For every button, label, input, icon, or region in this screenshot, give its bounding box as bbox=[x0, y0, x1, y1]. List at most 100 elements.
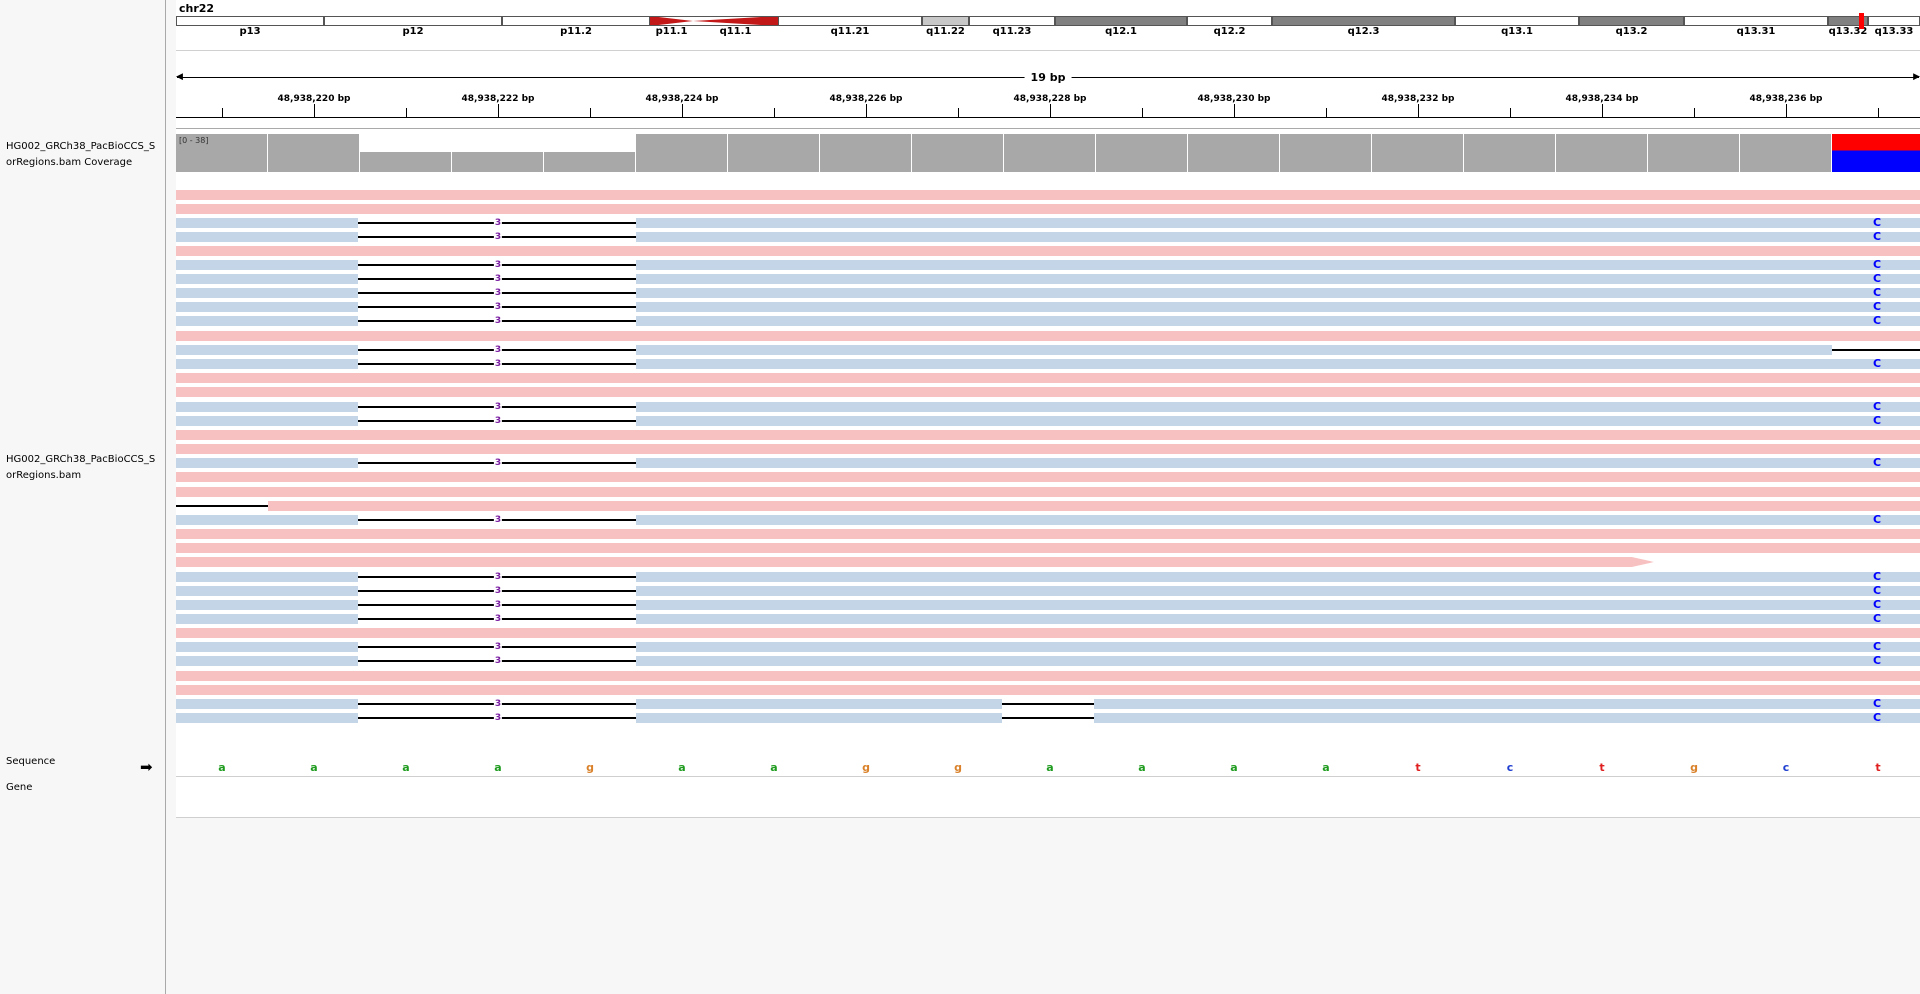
coverage-track-name-line2[interactable]: orRegions.bam Coverage bbox=[6, 157, 133, 168]
ideogram-band-q11.1[interactable] bbox=[693, 16, 778, 26]
reverse-read[interactable] bbox=[636, 274, 1920, 284]
reverse-read[interactable] bbox=[636, 642, 1920, 652]
reverse-read[interactable] bbox=[176, 302, 358, 312]
coverage-bar[interactable] bbox=[1740, 134, 1831, 172]
coverage-mismatch-bar[interactable] bbox=[1832, 134, 1920, 172]
reverse-read[interactable] bbox=[176, 656, 358, 666]
reverse-read[interactable] bbox=[176, 572, 358, 582]
reverse-read[interactable] bbox=[176, 458, 358, 468]
ruler[interactable]: ◀ ▶ 19 bp 48,938,220 bp 48,938,222 bp 48,9… bbox=[176, 60, 1920, 130]
reverse-read[interactable] bbox=[636, 232, 1920, 242]
reverse-read[interactable] bbox=[636, 359, 1920, 369]
reverse-read[interactable] bbox=[636, 302, 1920, 312]
reverse-read[interactable] bbox=[176, 586, 358, 596]
sequence-track-name[interactable]: Sequence bbox=[6, 756, 56, 767]
forward-read[interactable] bbox=[176, 373, 1920, 383]
reverse-read[interactable] bbox=[636, 416, 1920, 426]
reverse-read[interactable] bbox=[176, 699, 358, 709]
data-panel[interactable]: chr22 p13 p12 p11.2 p11.1 q11.1 q11.21 q11.22 q… bbox=[176, 0, 1920, 994]
reverse-read[interactable] bbox=[636, 316, 1920, 326]
reverse-read[interactable] bbox=[176, 274, 358, 284]
reverse-read[interactable] bbox=[176, 416, 358, 426]
coverage-bar[interactable] bbox=[452, 152, 543, 172]
forward-read[interactable] bbox=[176, 557, 1654, 567]
forward-read[interactable] bbox=[176, 387, 1920, 397]
reverse-read[interactable] bbox=[176, 515, 358, 525]
chromosome-label[interactable]: chr22 bbox=[179, 2, 215, 15]
coverage-track-name-line1[interactable]: HG002_GRCh38_PacBioCCS_S bbox=[6, 141, 156, 152]
forward-read[interactable] bbox=[268, 501, 1920, 511]
forward-read[interactable] bbox=[176, 685, 1920, 695]
sequence-strand-arrow-icon[interactable]: ➡ bbox=[140, 758, 153, 776]
reverse-read[interactable] bbox=[176, 260, 358, 270]
coverage-bar[interactable] bbox=[728, 134, 819, 172]
alignment-track-name-line2[interactable]: orRegions.bam bbox=[6, 470, 82, 481]
reverse-read[interactable] bbox=[176, 316, 358, 326]
reverse-read[interactable] bbox=[176, 713, 358, 723]
reverse-read[interactable] bbox=[176, 232, 358, 242]
reverse-read[interactable] bbox=[636, 458, 1920, 468]
ruler-tick-label: 48,938,236 bp bbox=[1749, 94, 1823, 104]
forward-read[interactable] bbox=[176, 246, 1920, 256]
coverage-bar[interactable] bbox=[360, 152, 451, 172]
forward-read[interactable] bbox=[176, 331, 1920, 341]
panel-divider[interactable] bbox=[165, 0, 166, 994]
forward-read[interactable] bbox=[176, 444, 1920, 454]
reverse-read[interactable] bbox=[176, 600, 358, 610]
coverage-bar[interactable] bbox=[1648, 134, 1739, 172]
forward-read[interactable] bbox=[176, 543, 1920, 553]
reverse-read[interactable] bbox=[636, 713, 1002, 723]
coverage-bar[interactable] bbox=[1188, 134, 1279, 172]
coverage-bar[interactable] bbox=[1096, 134, 1187, 172]
coverage-bar[interactable] bbox=[1556, 134, 1647, 172]
reverse-read[interactable] bbox=[636, 614, 1920, 624]
reverse-read[interactable] bbox=[636, 288, 1920, 298]
coverage-bar[interactable] bbox=[912, 134, 1003, 172]
reverse-read[interactable] bbox=[636, 656, 1920, 666]
coverage-bar[interactable] bbox=[268, 134, 359, 172]
coverage-bar[interactable] bbox=[176, 134, 267, 172]
alignment-track[interactable]: 3 C 3 C 3 C 3 C 3 C 3 C 3 C 3 3 C 3 C 3 C 3 C 3 C 3 C 3 C 3 C 3 C 3 C 3 C 3 C 3… bbox=[176, 176, 1920, 760]
reverse-read[interactable] bbox=[176, 642, 358, 652]
reverse-read[interactable] bbox=[636, 515, 1920, 525]
coverage-bar[interactable] bbox=[1464, 134, 1555, 172]
coverage-bar[interactable] bbox=[636, 134, 727, 172]
reverse-read[interactable] bbox=[1094, 699, 1920, 709]
forward-read[interactable] bbox=[176, 204, 1920, 214]
reverse-read[interactable] bbox=[636, 572, 1920, 582]
reverse-read[interactable] bbox=[176, 359, 358, 369]
reverse-read[interactable] bbox=[636, 699, 1002, 709]
gene-track-name[interactable]: Gene bbox=[6, 782, 33, 793]
gene-track[interactable] bbox=[176, 777, 1920, 817]
coverage-bar[interactable] bbox=[1372, 134, 1463, 172]
reverse-read[interactable] bbox=[636, 402, 1920, 412]
coverage-bar[interactable] bbox=[820, 134, 911, 172]
chromosome-ideogram[interactable]: p13 p12 p11.2 p11.1 q11.1 q11.21 q11.22 q11.23 q… bbox=[176, 0, 1920, 40]
reverse-read[interactable] bbox=[176, 345, 358, 355]
reverse-read[interactable] bbox=[176, 614, 358, 624]
reverse-read[interactable] bbox=[176, 218, 358, 228]
reverse-read[interactable] bbox=[176, 288, 358, 298]
forward-read[interactable] bbox=[176, 472, 1920, 482]
coverage-bar[interactable] bbox=[544, 152, 635, 172]
reverse-read[interactable] bbox=[636, 260, 1920, 270]
forward-read[interactable] bbox=[176, 628, 1920, 638]
current-region-marker[interactable] bbox=[1859, 13, 1864, 29]
forward-read[interactable] bbox=[176, 190, 1920, 200]
coverage-track[interactable] bbox=[176, 134, 1920, 176]
alignment-track-name-line1[interactable]: HG002_GRCh38_PacBioCCS_S bbox=[6, 454, 156, 465]
reverse-read[interactable] bbox=[636, 345, 1832, 355]
ideogram-band-p11.1[interactable] bbox=[650, 16, 693, 26]
forward-read[interactable] bbox=[176, 529, 1920, 539]
reverse-read[interactable] bbox=[636, 218, 1920, 228]
forward-read[interactable] bbox=[176, 430, 1920, 440]
reverse-read[interactable] bbox=[1094, 713, 1920, 723]
reverse-read[interactable] bbox=[636, 600, 1920, 610]
reverse-read[interactable] bbox=[176, 402, 358, 412]
coverage-bar[interactable] bbox=[1280, 134, 1371, 172]
forward-read[interactable] bbox=[176, 487, 1920, 497]
reverse-read[interactable] bbox=[636, 586, 1920, 596]
coverage-bar[interactable] bbox=[1004, 134, 1095, 172]
forward-read[interactable] bbox=[176, 671, 1920, 681]
